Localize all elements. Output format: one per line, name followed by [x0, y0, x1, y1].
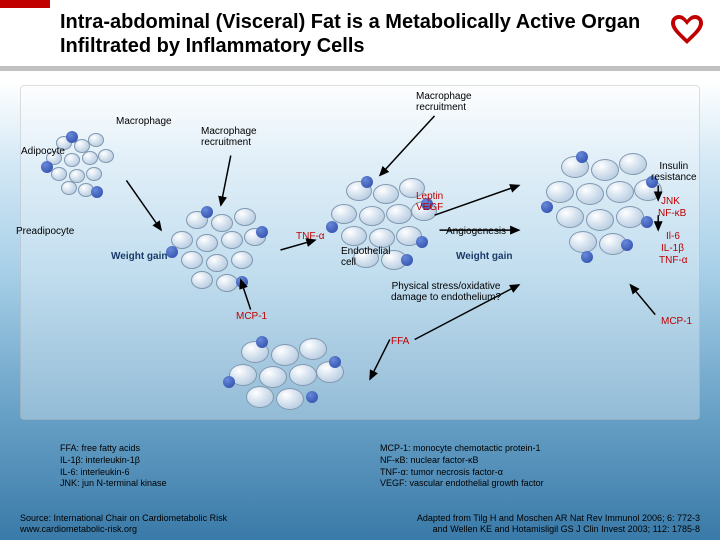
- abbrev-il1b: IL-1β: interleukin-1β: [60, 455, 167, 467]
- cell-cluster-5: [211, 336, 361, 416]
- abbrev-jnk: JNK: jun N-terminal kinase: [60, 478, 167, 490]
- heart-icon: [669, 12, 705, 53]
- cell-cluster-1: [36, 131, 126, 206]
- ffa-label: FFA: [391, 336, 409, 347]
- citation-line2: and Wellen KE and Hotamisligil GS J Clin…: [417, 524, 700, 535]
- jnk-label: JNK: [661, 196, 680, 207]
- insulin-resistance-label: Insulin resistance: [651, 161, 697, 183]
- abbreviations-right: MCP-1: monocyte chemotactic protein-1 NF…: [380, 443, 544, 490]
- il6-label: Il-6: [666, 231, 680, 242]
- nfkb-label: NF-κB: [658, 208, 686, 219]
- macrophage-recruitment-1-label: Macrophage recruitment: [201, 126, 257, 148]
- il1b-label: IL-1β: [661, 243, 684, 254]
- macrophage-label: Macrophage: [116, 116, 172, 127]
- mcp1-left-label: MCP-1: [236, 311, 267, 322]
- macrophage-recruitment-2-label: Macrophage recruitment: [416, 91, 472, 113]
- abbrev-vegf: VEGF: vascular endothelial growth factor: [380, 478, 544, 490]
- weight-gain-2-label: Weight gain: [456, 251, 512, 262]
- citation-line1: Adapted from Tilg H and Moschen AR Nat R…: [417, 513, 700, 524]
- preadipocyte-label: Preadipocyte: [16, 226, 74, 237]
- endothelial-cell-label: Endothelial cell: [341, 246, 390, 268]
- angiogenesis-label: Angiogenesis: [446, 226, 506, 237]
- abbrev-nfkb: NF-κB: nuclear factor-κB: [380, 455, 544, 467]
- page-title: Intra-abdominal (Visceral) Fat is a Meta…: [60, 10, 710, 58]
- leptin-vegf-label: Leptin VEGF: [416, 191, 443, 213]
- abbrev-il6: IL-6: interleukin-6: [60, 467, 167, 479]
- physical-stress-label: Physical stress/oxidative damage to endo…: [391, 281, 501, 303]
- cell-cluster-2: [156, 206, 276, 306]
- source-line1: Source: International Chair on Cardiomet…: [20, 513, 227, 524]
- weight-gain-1-label: Weight gain: [111, 251, 167, 262]
- tnfa2-label: TNF-α: [659, 255, 688, 266]
- footer: Source: International Chair on Cardiomet…: [0, 513, 720, 535]
- adipocyte-label: Adipocyte: [21, 146, 65, 157]
- mcp1-right-label: MCP-1: [661, 316, 692, 327]
- footer-citation: Adapted from Tilg H and Moschen AR Nat R…: [417, 513, 700, 535]
- header: Intra-abdominal (Visceral) Fat is a Meta…: [0, 0, 720, 71]
- abbrev-tnfa: TNF-α: tumor necrosis factor-α: [380, 467, 544, 479]
- diagram-area: Macrophage Adipocyte Preadipocyte Weight…: [20, 85, 700, 420]
- abbrev-ffa: FFA: free fatty acids: [60, 443, 167, 455]
- header-accent-bar: [0, 0, 50, 8]
- footer-source: Source: International Chair on Cardiomet…: [20, 513, 227, 535]
- abbreviations-left: FFA: free fatty acids IL-1β: interleukin…: [60, 443, 167, 490]
- abbrev-mcp1: MCP-1: monocyte chemotactic protein-1: [380, 443, 544, 455]
- source-line2: www.cardiometabolic-risk.org: [20, 524, 227, 535]
- tnfa-label: TNF-α: [296, 231, 325, 242]
